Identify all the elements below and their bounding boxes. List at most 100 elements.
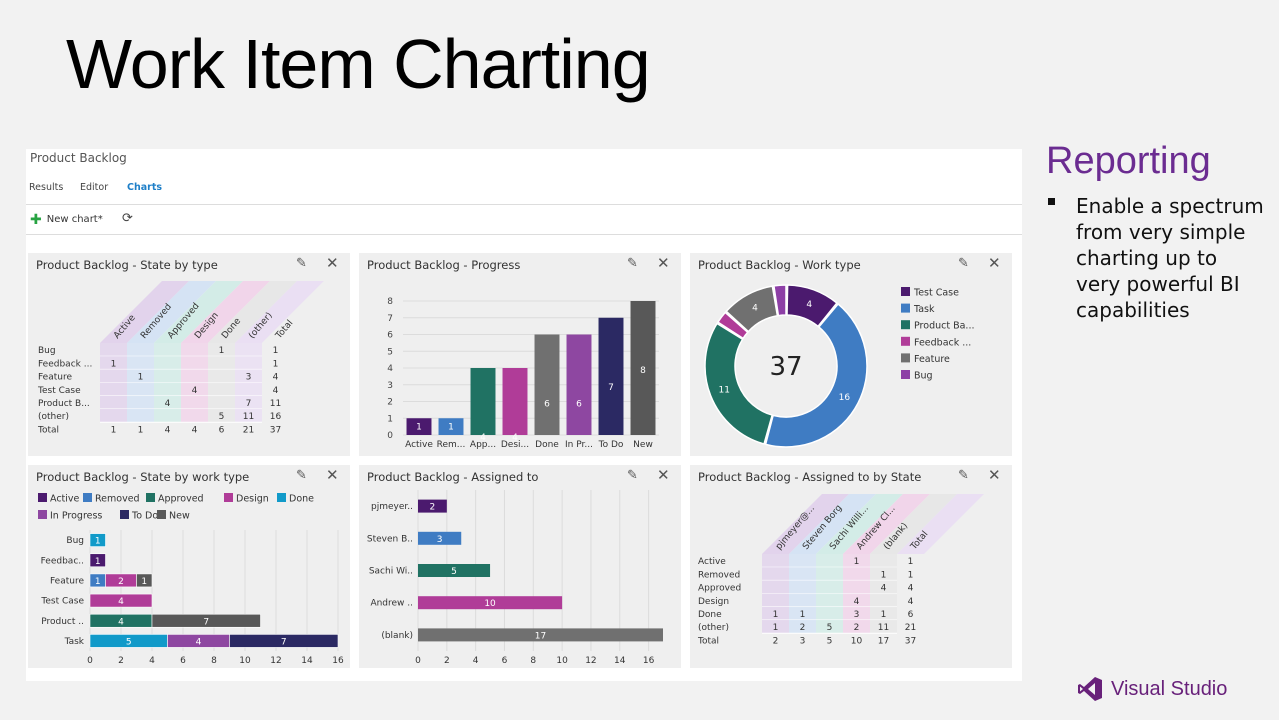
- chart-title: Product Backlog - Progress: [367, 258, 521, 272]
- x-tick-label: In Pr...: [565, 440, 593, 450]
- column-band: [154, 409, 181, 423]
- cell-value: 1: [800, 610, 806, 620]
- close-chart-icon[interactable]: ✕: [988, 254, 1001, 272]
- column-band: [100, 409, 127, 423]
- bar-value-label: 3: [437, 535, 443, 545]
- column-band: [100, 369, 127, 383]
- bullet-marker: [1048, 198, 1055, 205]
- tab-editor[interactable]: Editor: [80, 182, 109, 193]
- cell-value: 1: [881, 610, 887, 620]
- edit-chart-icon[interactable]: ✎: [627, 256, 638, 271]
- chart-panel-state-by-type: Product Backlog - State by type ✎ ✕ Acti…: [28, 253, 350, 456]
- edit-chart-icon[interactable]: ✎: [296, 468, 307, 483]
- new-chart-button[interactable]: ✚ New chart*: [30, 213, 103, 227]
- x-tick-label: Rem...: [437, 440, 466, 450]
- cell-value: 1: [273, 346, 279, 356]
- column-band: [235, 343, 262, 357]
- refresh-icon[interactable]: ⟳: [122, 211, 133, 226]
- legend-label: Bug: [914, 371, 933, 382]
- y-tick-label: pjmeyer..: [371, 502, 413, 512]
- y-tick-label: Test Case: [40, 597, 84, 607]
- query-title: Product Backlog: [30, 151, 127, 165]
- cell-value: 37: [905, 636, 916, 646]
- close-chart-icon[interactable]: ✕: [988, 466, 1001, 484]
- x-tick-label: Done: [535, 440, 559, 450]
- close-chart-icon[interactable]: ✕: [326, 466, 339, 484]
- edit-chart-icon[interactable]: ✎: [627, 468, 638, 483]
- bar: [502, 368, 528, 435]
- cell-value: 21: [905, 623, 916, 633]
- y-tick-label: 1: [387, 414, 393, 424]
- column-band: [843, 567, 870, 581]
- y-tick-label: 2: [387, 398, 393, 408]
- column-band: [870, 606, 897, 620]
- column-band: [235, 356, 262, 370]
- column-band: [154, 356, 181, 370]
- column-band: [235, 395, 262, 409]
- chart-title: Product Backlog - Assigned to by State: [698, 470, 922, 484]
- column-band: [816, 554, 843, 568]
- column-band: [154, 382, 181, 396]
- chart-panel-assigned-to: Product Backlog - Assigned to ✎ ✕ 0 2 4 6 8 1…: [359, 465, 681, 668]
- column-band: [181, 356, 208, 370]
- column-band: [100, 395, 127, 409]
- column-band: [100, 343, 127, 357]
- cell-value: 4: [273, 386, 279, 396]
- column-band: [870, 620, 897, 634]
- cell-value: 11: [270, 399, 281, 409]
- bar-value-label: 2: [430, 503, 436, 513]
- legend-swatch: [38, 510, 47, 519]
- row-label: Done: [698, 610, 722, 620]
- tab-charts[interactable]: Charts: [127, 182, 163, 193]
- row-label: Feature: [38, 373, 72, 383]
- y-tick-label: Steven B..: [367, 534, 413, 544]
- column-band: [816, 620, 843, 634]
- row-label: Removed: [698, 570, 740, 580]
- cell-value: 3: [800, 636, 806, 646]
- column-band: [762, 580, 789, 594]
- bar-value-label: 8: [640, 366, 646, 376]
- visual-studio-label: Visual Studio: [1111, 677, 1228, 700]
- segment-value-label: 4: [118, 617, 124, 627]
- edit-chart-icon[interactable]: ✎: [958, 256, 969, 271]
- column-band: [870, 554, 897, 568]
- column-band: [843, 580, 870, 594]
- column-band: [181, 409, 208, 423]
- donut-slice: [764, 302, 868, 448]
- x-tick-label: 14: [301, 656, 313, 666]
- bar-value-label: 10: [484, 599, 496, 609]
- bar: [438, 418, 464, 435]
- x-tick-label: 8: [211, 656, 217, 666]
- donut-slice: [773, 284, 787, 317]
- donut-slice: [786, 284, 838, 328]
- cell-value: 6: [219, 425, 225, 435]
- donut-chart-work-type: 4 16 11 4 37 Test Case Task Product Ba... Feedba…: [704, 284, 975, 448]
- cell-value: 21: [243, 425, 254, 435]
- close-chart-icon[interactable]: ✕: [326, 254, 339, 272]
- close-chart-icon[interactable]: ✕: [657, 254, 670, 272]
- legend-label: Test Case: [913, 288, 959, 299]
- tab-results[interactable]: Results: [29, 182, 64, 193]
- bar: [566, 334, 592, 435]
- x-tick-label: New: [633, 440, 653, 450]
- close-chart-icon[interactable]: ✕: [657, 466, 670, 484]
- column-header-bg: [154, 281, 243, 343]
- bar-value-label: 6: [544, 400, 550, 410]
- legend-label: Done: [289, 494, 314, 505]
- edit-chart-icon[interactable]: ✎: [958, 468, 969, 483]
- column-header-bg: [208, 281, 297, 343]
- y-tick-label: 0: [387, 431, 393, 441]
- cell-value: 4: [165, 399, 171, 409]
- bar-value-label: 4: [512, 433, 518, 443]
- y-tick-label: Product ..: [41, 617, 84, 627]
- row-label: Feedback ...: [38, 359, 92, 369]
- column-band: [762, 606, 789, 620]
- column-band: [789, 567, 816, 581]
- column-band: [816, 593, 843, 607]
- new-chart-label: New chart*: [46, 214, 103, 225]
- edit-chart-icon[interactable]: ✎: [296, 256, 307, 271]
- column-band: [100, 382, 127, 396]
- y-tick-label: 7: [387, 314, 393, 324]
- slide-title: Work Item Charting: [66, 25, 651, 103]
- column-band: [789, 554, 816, 568]
